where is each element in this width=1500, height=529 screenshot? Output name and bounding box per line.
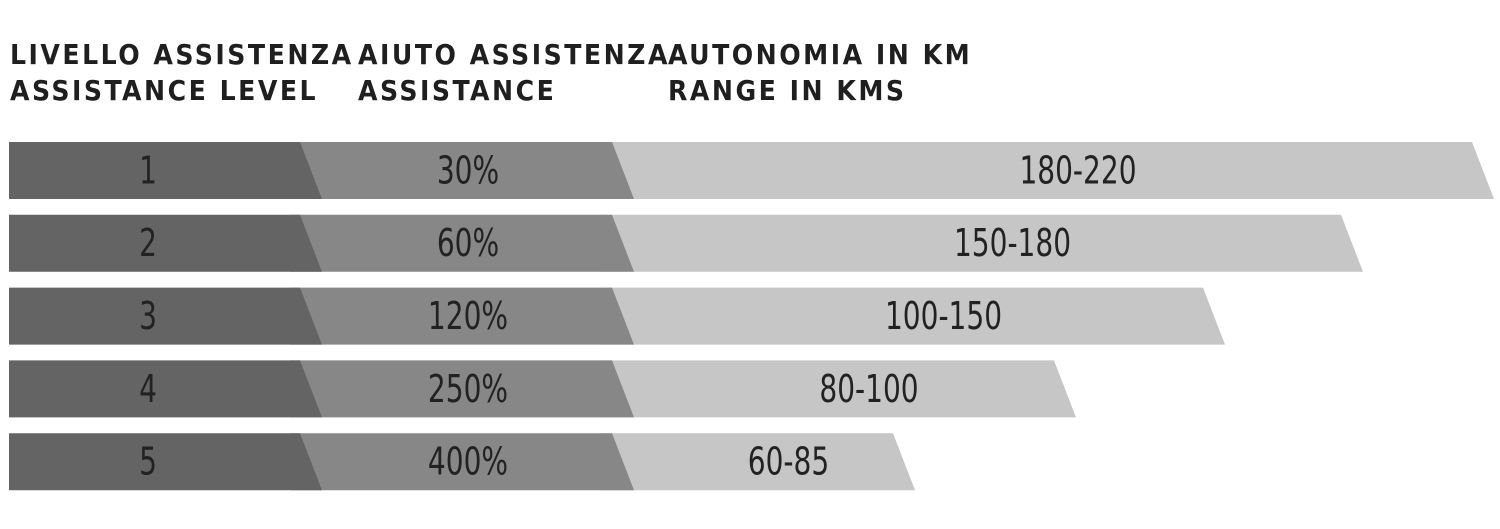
assist-value: 400%: [428, 441, 508, 485]
range-value: 100-150: [885, 295, 1002, 339]
range-value: 80-100: [819, 368, 918, 412]
column-header: ASSISTANCE: [358, 74, 556, 107]
assist-value: 120%: [428, 295, 508, 339]
range-band: [600, 433, 915, 491]
range-value: 180-220: [1019, 150, 1136, 194]
level-band: [9, 360, 322, 418]
range-band: [600, 360, 1076, 418]
column-header: LIVELLO ASSISTENZA: [10, 38, 354, 71]
level-band: [9, 433, 322, 491]
assist-band: [290, 142, 634, 199]
column-header: AUTONOMIA IN KM: [668, 38, 972, 71]
range-value: 150-180: [954, 222, 1071, 266]
column-header: AIUTO ASSISTENZA: [358, 38, 670, 71]
level-value: 4: [139, 368, 157, 412]
assist-band: [290, 287, 634, 345]
level-value: 2: [139, 222, 157, 266]
range-band: [600, 214, 1363, 272]
level-band: [9, 214, 322, 272]
level-band: [9, 287, 322, 345]
assist-value: 250%: [428, 368, 508, 412]
assist-band: [290, 214, 634, 272]
level-value: 1: [139, 150, 157, 194]
assist-band: [290, 433, 634, 491]
column-header: ASSISTANCE LEVEL: [10, 74, 318, 107]
range-value: 60-85: [748, 441, 829, 485]
assist-value: 30%: [437, 150, 499, 194]
range-band: [600, 287, 1225, 345]
level-value: 3: [139, 295, 157, 339]
level-value: 5: [139, 441, 157, 485]
assist-band: [290, 360, 634, 418]
range-band: [600, 142, 1494, 199]
column-header: RANGE IN KMS: [668, 74, 907, 107]
level-band: [9, 142, 322, 199]
assist-value: 60%: [437, 222, 499, 266]
